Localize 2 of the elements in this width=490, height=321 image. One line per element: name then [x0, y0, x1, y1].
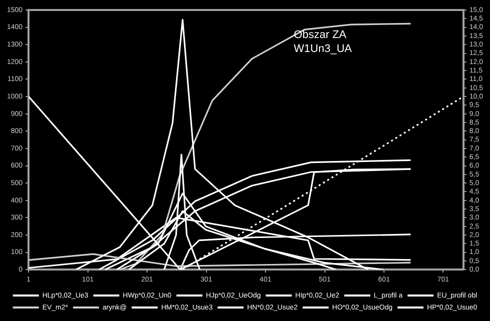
annotation: W1Un3_UA: [294, 43, 353, 56]
annotation: Obszar ZA: [294, 29, 348, 42]
